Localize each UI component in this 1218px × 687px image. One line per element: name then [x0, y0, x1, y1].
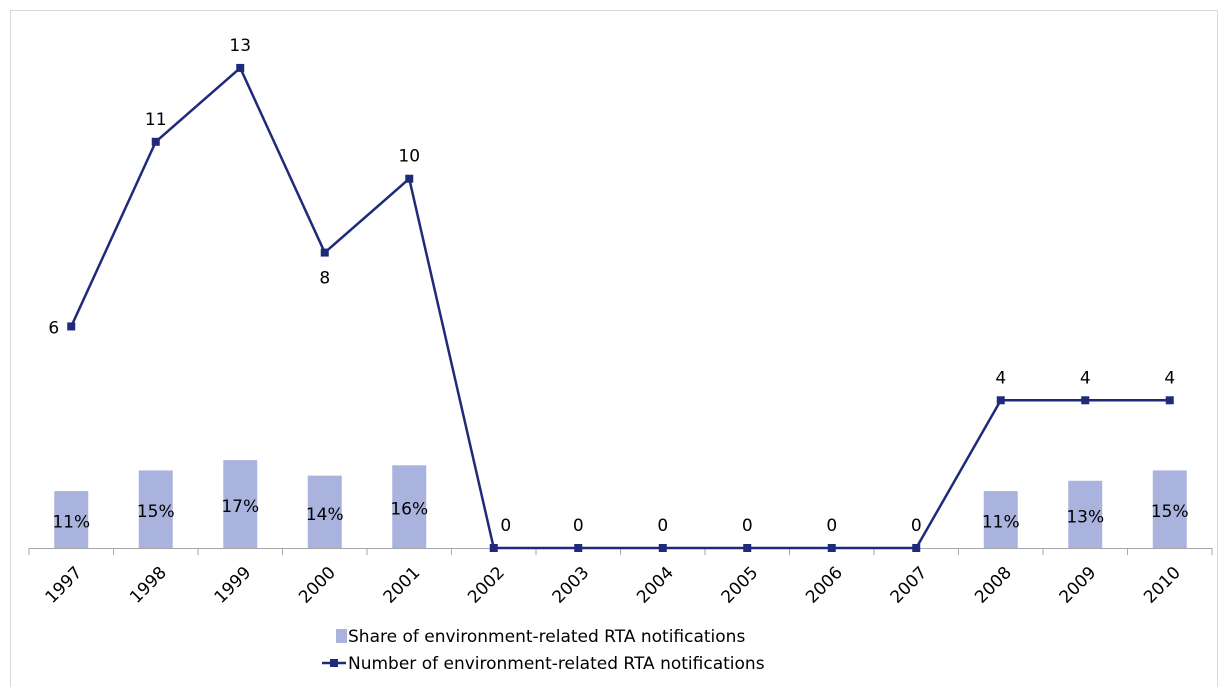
- bar: [1152, 470, 1187, 548]
- bar: [223, 460, 258, 548]
- line: [70, 65, 1170, 550]
- line-value-label: 4: [1164, 368, 1175, 388]
- bar-value-label: 15%: [1151, 502, 1189, 522]
- x-tick-label: 1999: [211, 563, 256, 608]
- x-tick-label: 2008: [971, 563, 1016, 608]
- line-marker: [996, 396, 1005, 405]
- line-value-label: 0: [826, 516, 837, 536]
- legend-swatch: [336, 629, 347, 643]
- bar: [138, 470, 173, 548]
- x-tick-label: 2009: [1056, 563, 1101, 608]
- x-tick-label: 2001: [380, 563, 425, 608]
- line-marker: [658, 544, 667, 552]
- x-tick-label: 2002: [464, 563, 509, 608]
- x-tick-label: 2003: [549, 563, 594, 608]
- line-marker: [489, 544, 498, 552]
- x-tick-label: 2000: [295, 563, 340, 608]
- bar-value-label: 13%: [1066, 507, 1104, 527]
- line-value-label: 8: [319, 269, 330, 289]
- line-marker: [574, 544, 583, 552]
- bar-value-label: 16%: [390, 500, 428, 520]
- x-tick-label: 2010: [1140, 563, 1185, 608]
- line-value-label: 4: [995, 368, 1006, 388]
- line-marker: [405, 174, 414, 183]
- x-tick-label: 1997: [42, 563, 87, 608]
- line-value-label: 0: [573, 516, 584, 536]
- bar: [983, 491, 1018, 548]
- line-marker: [827, 544, 836, 552]
- line-value-label: 10: [398, 147, 420, 167]
- line-value-label: 0: [742, 516, 753, 536]
- line-marker: [1165, 396, 1174, 405]
- line-marker: [1081, 396, 1090, 405]
- bar: [1068, 480, 1103, 548]
- legend-swatch-marker: [330, 659, 338, 667]
- line-marker: [151, 137, 160, 146]
- x-tick-label: 2006: [802, 563, 847, 608]
- line-marker: [67, 322, 76, 331]
- line-value-label: 11: [145, 110, 167, 130]
- bar-value-label: 15%: [137, 502, 175, 522]
- line-marker: [912, 544, 921, 552]
- line-marker: [743, 544, 752, 552]
- line-value-label: 4: [1080, 368, 1091, 388]
- bar: [54, 491, 89, 548]
- bar-value-label: 17%: [221, 497, 259, 517]
- bar: [392, 465, 427, 548]
- bar: [307, 475, 342, 548]
- line-value-label: 6: [48, 318, 59, 338]
- x-tick-label: 1998: [126, 563, 171, 608]
- line-value-label: 13: [229, 36, 251, 56]
- bar-value-label: 11%: [52, 513, 90, 533]
- line-value-label: 0: [657, 516, 668, 536]
- legend-label: Number of environment-related RTA notifi…: [348, 654, 765, 674]
- bar-value-label: 14%: [306, 505, 344, 525]
- line-marker: [236, 63, 245, 72]
- x-tick-label: 2004: [633, 563, 678, 608]
- line-value-label: 0: [911, 516, 922, 536]
- legend-label: Share of environment-related RTA notific…: [348, 627, 745, 647]
- x-tick-label: 2007: [887, 563, 932, 608]
- line-value-label: 0: [500, 516, 511, 536]
- x-tick-label: 2005: [718, 563, 763, 608]
- bar-value-label: 11%: [982, 513, 1020, 533]
- line-marker: [320, 248, 329, 257]
